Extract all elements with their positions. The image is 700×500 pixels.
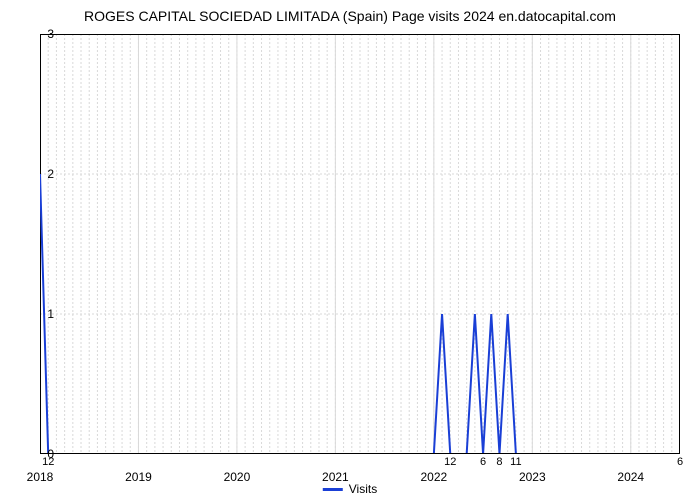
legend: Visits <box>323 482 377 496</box>
point-label: 12 <box>444 456 456 468</box>
point-label: 11 <box>510 456 521 468</box>
chart-svg <box>40 34 680 454</box>
y-tick-label: 2 <box>47 167 54 181</box>
y-tick-label: 3 <box>47 27 54 41</box>
y-tick-label: 1 <box>47 307 54 321</box>
point-label: 8 <box>496 456 502 468</box>
chart-plot-area <box>40 34 680 454</box>
point-label: 6 <box>677 456 683 468</box>
x-tick-label: 2024 <box>617 470 644 484</box>
x-tick-label: 2022 <box>420 470 447 484</box>
chart-title: ROGES CAPITAL SOCIEDAD LIMITADA (Spain) … <box>0 0 700 24</box>
point-label: 12 <box>42 456 54 468</box>
x-tick-label: 2018 <box>27 470 54 484</box>
point-label: 6 <box>480 456 486 468</box>
x-tick-label: 2023 <box>519 470 546 484</box>
legend-label: Visits <box>349 482 377 496</box>
x-tick-label: 2020 <box>224 470 251 484</box>
x-tick-label: 2019 <box>125 470 152 484</box>
legend-swatch <box>323 488 343 491</box>
